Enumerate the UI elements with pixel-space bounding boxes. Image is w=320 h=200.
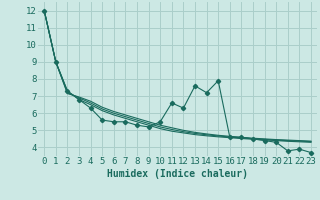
X-axis label: Humidex (Indice chaleur): Humidex (Indice chaleur) bbox=[107, 169, 248, 179]
